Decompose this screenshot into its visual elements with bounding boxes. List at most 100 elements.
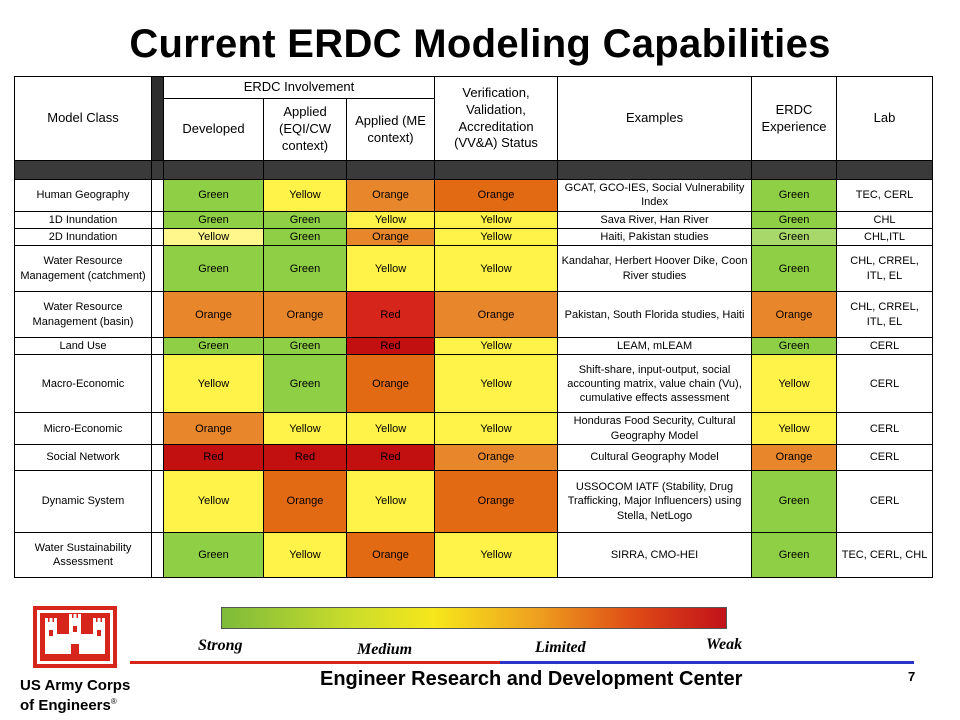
spacer-cell [151,227,164,247]
castle-logo-icon [33,606,117,668]
legend-medium: Medium [357,641,413,658]
examples-cell: Pakistan, South Florida studies, Haiti [557,291,753,339]
model-class-cell: Dynamic System [14,470,152,534]
model-class-cell: 1D Inundation [14,210,152,229]
eqi-cell: Yellow [263,179,347,212]
model-class-cell: Land Use [14,337,152,356]
vva-cell: Yellow [434,337,559,356]
org-line-2: of Engineers® [20,697,117,715]
separator-row [14,160,934,180]
examples-cell: Cultural Geography Model [557,444,753,472]
model-class-cell: Water Sustainability Assessment [14,532,152,579]
table-row: Human Geography Green Yellow Orange Orange GC… [14,179,934,212]
model-class-cell: Macro-Economic [14,354,152,414]
developed-cell: Green [163,532,264,579]
developed-cell: Yellow [163,470,264,534]
org-line-1: US Army Corps [20,677,131,694]
table-row: Micro-Economic Orange Yellow Yellow Yellow Ho… [14,412,934,446]
model-class-cell: Water Resource Management (basin) [14,291,152,339]
spacer-cell [151,354,164,414]
registered-mark: ® [110,697,117,707]
lab-cell: CHL, CRREL, ITL, EL [836,245,934,293]
experience-cell: Green [751,179,838,212]
legend-weak: Weak [706,636,743,653]
page-number: 7 [908,669,916,684]
spacer-cell [151,210,164,229]
lab-cell: CERL [836,412,934,446]
table-row: Water Sustainability Assessment Green Yell… [14,532,934,579]
eqi-cell: Green [263,337,347,356]
vva-cell: Orange [434,444,559,472]
spacer-cell [151,245,164,293]
developed-cell: Orange [163,412,264,446]
eqi-cell: Orange [263,291,347,339]
eqi-cell: Green [263,227,347,247]
vva-cell: Yellow [434,210,559,229]
footer-center-name: Engineer Research and Development Center [320,668,743,690]
experience-cell: Green [751,532,838,579]
model-class-cell: Water Resource Management (catchment) [14,245,152,293]
me-cell: Yellow [345,412,436,446]
header-applied-eqi: Applied (EQI/CW context) [263,98,347,161]
table-row: 2D Inundation Yellow Green Orange Yellow Hait… [14,227,934,247]
vva-cell: Orange [434,470,559,534]
table-row: Dynamic System Yellow Orange Yellow Orange US… [14,470,934,534]
table-row: Water Resource Management (basin) Orange O… [14,291,934,339]
organization-name: US Army Corps of Engineers® [20,676,130,717]
model-class-cell: Human Geography [14,179,152,212]
examples-cell: Sava River, Han River [557,210,753,229]
header-applied-me: Applied (ME context) [345,98,436,161]
eqi-cell: Green [263,245,347,293]
lab-cell: CHL [836,210,934,229]
table-body: Human Geography Green Yellow Orange Orange GC… [14,179,934,579]
experience-cell: Yellow [751,412,838,446]
lab-cell: CHL, CRREL, ITL, EL [836,291,934,339]
me-cell: Orange [345,227,436,247]
me-cell: Yellow [345,245,436,293]
footer-blue-rule [500,661,914,664]
me-cell: Orange [345,354,436,414]
vva-cell: Orange [434,179,559,212]
legend-gradient-bar [221,607,727,629]
table-row: Land Use Green Green Red Yellow LEAM, mLEAM Gr… [14,337,934,356]
examples-cell: Shift-share, input-output, social accoun… [557,354,753,414]
vva-cell: Orange [434,291,559,339]
vva-cell: Yellow [434,354,559,414]
spacer-cell [151,444,164,472]
developed-cell: Green [163,210,264,229]
model-class-cell: Social Network [14,444,152,472]
developed-cell: Yellow [163,227,264,247]
footer-red-rule [130,661,500,664]
me-cell: Red [345,337,436,356]
me-cell: Red [345,291,436,339]
header-spacer [151,76,164,161]
eqi-cell: Yellow [263,412,347,446]
me-cell: Orange [345,532,436,579]
table-row: Water Resource Management (catchment) Gre… [14,245,934,293]
examples-cell: Honduras Food Security, Cultural Geograp… [557,412,753,446]
header-developed: Developed [163,98,264,161]
eqi-cell: Yellow [263,532,347,579]
lab-cell: CERL [836,444,934,472]
me-cell: Red [345,444,436,472]
model-class-cell: Micro-Economic [14,412,152,446]
developed-cell: Green [163,245,264,293]
eqi-cell: Green [263,354,347,414]
experience-cell: Green [751,227,838,247]
lab-cell: TEC, CERL [836,179,934,212]
lab-cell: CERL [836,470,934,534]
legend-strong: Strong [198,637,243,654]
me-cell: Yellow [345,470,436,534]
experience-cell: Green [751,245,838,293]
experience-cell: Green [751,210,838,229]
capabilities-table: Model Class ERDC Involvement Verificatio… [14,76,934,579]
spacer-cell [151,291,164,339]
experience-cell: Orange [751,291,838,339]
vva-cell: Yellow [434,532,559,579]
vva-cell: Yellow [434,412,559,446]
model-class-cell: 2D Inundation [14,227,152,247]
spacer-cell [151,470,164,534]
header-vva: Verification, Validation, Accreditation … [434,76,559,161]
table-row: Social Network Red Red Red Orange Cultural Ge… [14,444,934,472]
table-row: 1D Inundation Green Green Yellow Yellow Sava … [14,210,934,229]
